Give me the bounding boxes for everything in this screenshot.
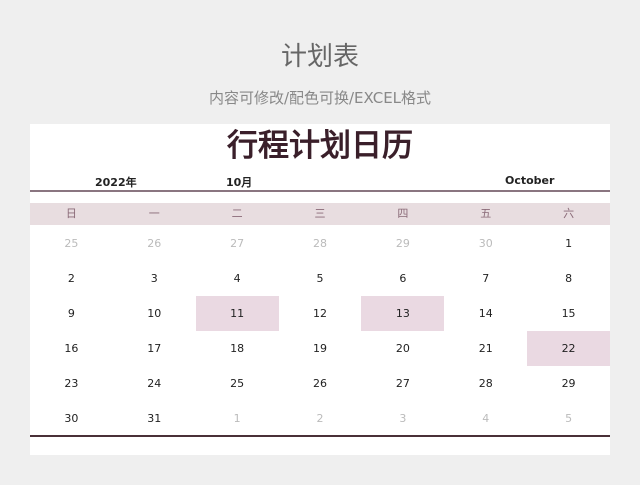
day-cell[interactable]: 30 <box>478 237 493 250</box>
day-cell[interactable]: 4 <box>233 272 241 285</box>
day-cell[interactable]: 28 <box>312 237 327 250</box>
day-cell[interactable]: 8 <box>565 272 573 285</box>
day-cell[interactable]: 16 <box>64 342 79 355</box>
day-cell[interactable]: 26 <box>147 237 162 250</box>
day-cell[interactable]: 7 <box>482 272 490 285</box>
day-cell[interactable]: 18 <box>230 342 245 355</box>
page-subtitle: 内容可修改/配色可换/EXCEL格式 <box>208 89 432 107</box>
day-cell[interactable]: 5 <box>316 272 324 285</box>
day-cell[interactable]: 4 <box>482 412 490 425</box>
day-cell[interactable]: 2 <box>316 412 324 425</box>
month-en-label: October <box>505 174 555 187</box>
calendar-title: 行程计划日历 <box>227 128 413 164</box>
day-cell[interactable]: 22 <box>527 331 610 366</box>
day-cell[interactable]: 20 <box>395 342 410 355</box>
day-cell[interactable]: 12 <box>312 307 327 320</box>
day-cell[interactable]: 29 <box>561 377 576 390</box>
day-cell[interactable]: 14 <box>478 307 493 320</box>
day-cell[interactable]: 27 <box>395 377 410 390</box>
day-cell[interactable]: 1 <box>233 412 241 425</box>
day-cell[interactable]: 25 <box>230 377 245 390</box>
day-cell[interactable]: 31 <box>147 412 162 425</box>
page-title: 计划表 <box>280 42 359 72</box>
weekday-mon: 一 <box>148 207 160 220</box>
day-cell[interactable]: 10 <box>147 307 162 320</box>
day-cell[interactable]: 5 <box>565 412 573 425</box>
weekday-sat: 六 <box>563 207 575 220</box>
day-cell[interactable]: 6 <box>399 272 407 285</box>
day-cell[interactable]: 29 <box>395 237 410 250</box>
day-cell[interactable]: 1 <box>565 237 573 250</box>
day-cell[interactable]: 2 <box>67 272 75 285</box>
day-cell[interactable]: 17 <box>147 342 162 355</box>
day-cell[interactable]: 3 <box>150 272 158 285</box>
weekday-fri: 五 <box>480 207 492 220</box>
bottom-divider <box>30 435 610 437</box>
weekday-thu: 四 <box>397 207 409 220</box>
day-cell[interactable]: 11 <box>195 296 279 331</box>
year-label: 2022年 <box>95 176 137 189</box>
day-cell[interactable]: 9 <box>67 307 75 320</box>
day-cell[interactable]: 19 <box>312 342 327 355</box>
day-cell[interactable]: 23 <box>64 377 79 390</box>
day-cell[interactable]: 15 <box>561 307 576 320</box>
month-label: 10月 <box>226 176 253 189</box>
weekday-header: 日 一 二 三 四 五 六 <box>30 203 610 225</box>
weekday-sun: 日 <box>65 207 77 220</box>
day-cell[interactable]: 3 <box>399 412 407 425</box>
day-cell[interactable]: 28 <box>478 377 493 390</box>
calendar-card: 行程计划日历 2022年 10月 October 日 一 二 三 四 五 六 2… <box>30 124 610 455</box>
day-cell[interactable]: 21 <box>478 342 493 355</box>
day-cell[interactable]: 24 <box>147 377 162 390</box>
day-cell[interactable]: 30 <box>64 412 79 425</box>
weekday-tue: 二 <box>231 207 243 220</box>
day-cell[interactable]: 27 <box>230 237 245 250</box>
day-cell[interactable]: 25 <box>64 237 79 250</box>
day-grid: 25 26 27 28 29 30 1 2 3 4 5 6 7 8 9 10 11 12 13 14 15 16 17 18 1… <box>30 226 610 436</box>
header-divider <box>30 190 610 192</box>
day-cell[interactable]: 26 <box>312 377 327 390</box>
day-cell[interactable]: 13 <box>361 296 445 331</box>
weekday-wed: 三 <box>314 207 326 220</box>
